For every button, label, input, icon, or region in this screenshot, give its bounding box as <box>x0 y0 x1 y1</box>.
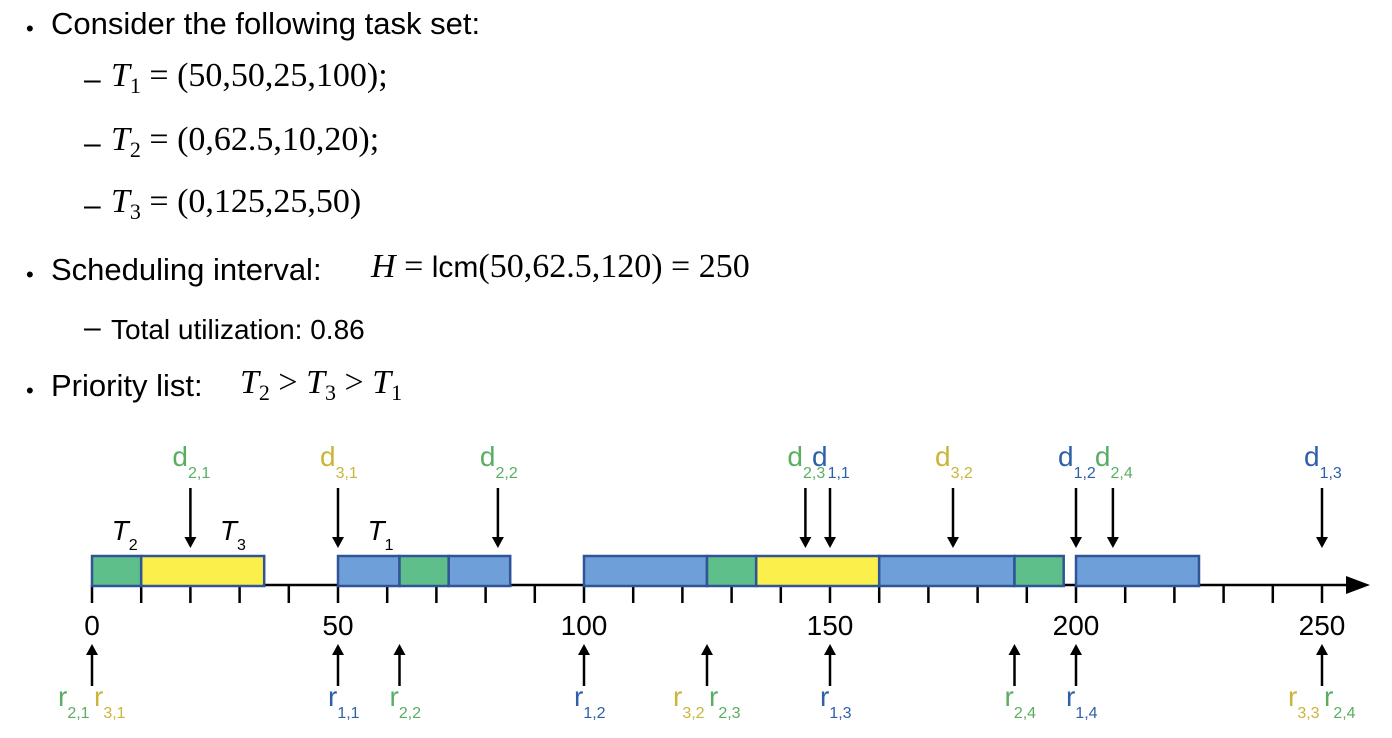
block-t1 <box>582 554 709 588</box>
deadline-label: d3,2 <box>935 441 973 482</box>
block-t2 <box>1013 554 1065 588</box>
priority-label: Priority list: <box>51 368 203 403</box>
release-label: r3,2 <box>673 681 705 722</box>
release-arrow-icon-head <box>86 644 98 655</box>
bullet-dot-icon: • <box>26 16 34 41</box>
release-label: r1,3 <box>820 681 852 722</box>
release-label: r2,2 <box>390 681 422 722</box>
utilization-text: Total utilization: 0.86 <box>111 314 365 345</box>
deadline-arrow-icon-head <box>947 537 959 548</box>
release-label: r2,4 <box>1324 681 1356 722</box>
block-t1 <box>447 554 512 588</box>
scheduling-label: Scheduling interval: <box>51 252 322 287</box>
release-arrow-icon-head <box>1316 644 1328 655</box>
block-t1 <box>877 554 1016 588</box>
block-t3 <box>139 554 266 588</box>
task-label: T2 <box>112 515 138 554</box>
release-label: r1,2 <box>574 681 606 722</box>
tick-label: 150 <box>807 610 854 641</box>
release-arrow-icon-head <box>1070 644 1082 655</box>
release-label: r2,4 <box>1005 681 1037 722</box>
task-label: T3 <box>220 515 246 554</box>
block-t2 <box>90 554 143 588</box>
release-arrow-icon-head <box>578 644 590 655</box>
release-arrow-icon-head <box>701 644 713 655</box>
scheduling-args: (50,62.5,120) = 250 <box>478 248 750 285</box>
task-t2-formula: T2 = (0,62.5,10,20); <box>111 121 380 162</box>
task-t1-params: (50,50,25,100); <box>177 57 388 94</box>
deadline-arrow-icon-head <box>184 537 197 548</box>
block-t1 <box>336 554 401 588</box>
release-label: r1,1 <box>328 681 360 722</box>
task-t1-formula: T1 = (50,50,25,100); <box>111 57 388 98</box>
task-t2-params: (0,62.5,10,20); <box>177 121 380 158</box>
deadline-arrow-icon-head <box>1106 537 1119 548</box>
deadline-label: d2,2 <box>480 441 518 482</box>
release-arrow-icon-head <box>824 644 836 655</box>
release-label: r1,4 <box>1066 681 1098 722</box>
dash-icon: – <box>84 127 101 160</box>
tick-label: 200 <box>1053 610 1100 641</box>
deadline-label: d2,4 <box>1095 441 1133 482</box>
task-t3-params: (0,125,25,50) <box>177 183 362 220</box>
release-label: r3,3 <box>1288 681 1320 722</box>
axis-arrow-icon <box>1346 576 1370 594</box>
deadline-arrow-icon-head <box>491 537 504 548</box>
deadline-label: d2,3 <box>787 441 825 482</box>
release-arrow-icon-head <box>1008 644 1021 655</box>
block-t1 <box>1074 554 1201 588</box>
deadline-label: d1,2 <box>1058 441 1096 482</box>
release-arrow-icon-head <box>332 644 344 655</box>
tick-label: 50 <box>322 610 353 641</box>
block-t2 <box>705 554 758 588</box>
release-arrow-icon-head <box>393 644 406 655</box>
deadline-arrow-icon-head <box>1070 537 1082 548</box>
scheduling-lcm: lcm <box>431 251 479 284</box>
bullet-dot-icon: • <box>26 378 34 403</box>
task-set-intro: Consider the following task set: <box>51 6 481 41</box>
deadline-arrow-icon-head <box>1316 537 1328 548</box>
deadline-label: d3,1 <box>320 441 358 482</box>
deadline-label: d2,1 <box>172 441 210 482</box>
priority-formula: T2 > T3 > T1 <box>240 364 403 405</box>
dash-icon: – <box>84 311 101 344</box>
bullet-dot-icon: • <box>26 262 34 287</box>
deadline-label: d1,3 <box>1304 441 1342 482</box>
dash-icon: – <box>84 189 101 222</box>
release-label: r3,1 <box>94 681 126 722</box>
release-label: r2,1 <box>58 681 90 722</box>
task-t3-formula: T3 = (0,125,25,50) <box>111 183 362 224</box>
release-label: r2,3 <box>709 681 741 722</box>
scheduling-formula: H = lcm(50,62.5,120) = 250 <box>371 248 750 285</box>
block-t3 <box>754 554 881 588</box>
tick-label: 0 <box>84 610 100 641</box>
tick-label: 100 <box>561 610 608 641</box>
task-label: T1 <box>368 515 394 554</box>
deadline-arrow-icon-head <box>332 537 344 548</box>
tick-label: 250 <box>1299 610 1346 641</box>
block-t2 <box>398 554 450 588</box>
dash-icon: – <box>84 63 101 96</box>
deadline-arrow-icon-head <box>824 537 836 548</box>
deadline-label: d1,1 <box>812 441 850 482</box>
deadline-arrow-icon-head <box>799 537 812 548</box>
